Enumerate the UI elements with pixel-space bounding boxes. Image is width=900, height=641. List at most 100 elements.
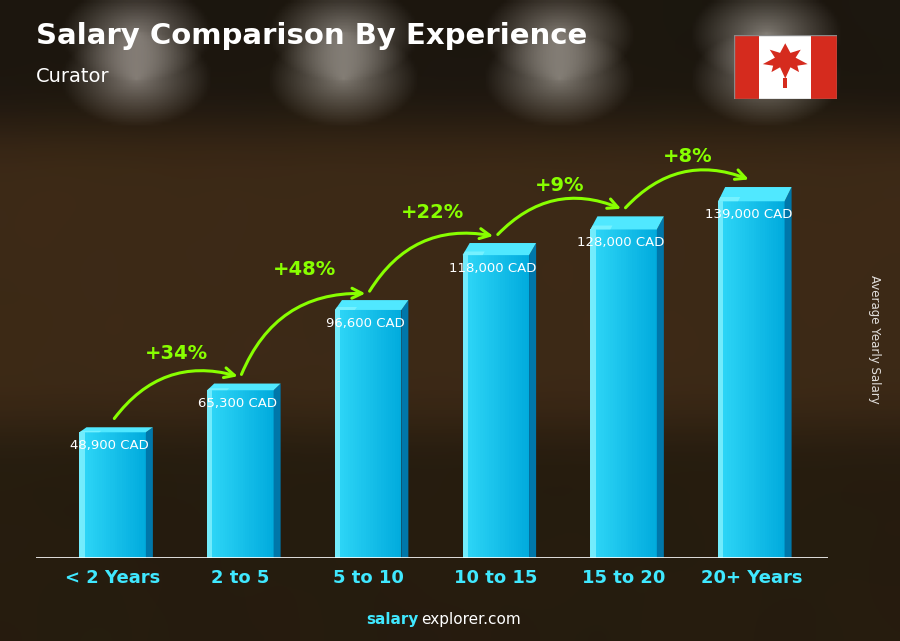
Polygon shape (778, 201, 780, 558)
Polygon shape (500, 255, 502, 558)
Polygon shape (392, 310, 395, 558)
Polygon shape (522, 255, 525, 558)
Polygon shape (718, 197, 740, 201)
Polygon shape (399, 310, 401, 558)
Text: +9%: +9% (535, 176, 584, 196)
Polygon shape (99, 432, 102, 558)
Polygon shape (590, 217, 664, 229)
Polygon shape (597, 229, 599, 558)
Polygon shape (140, 432, 141, 558)
Polygon shape (132, 432, 135, 558)
Polygon shape (141, 432, 144, 558)
Polygon shape (366, 310, 368, 558)
Polygon shape (207, 390, 212, 558)
Polygon shape (126, 432, 128, 558)
Polygon shape (104, 432, 106, 558)
Polygon shape (227, 390, 230, 558)
Polygon shape (344, 310, 346, 558)
Polygon shape (617, 229, 619, 558)
Polygon shape (626, 229, 628, 558)
Polygon shape (256, 390, 258, 558)
Polygon shape (265, 390, 267, 558)
Polygon shape (79, 428, 153, 432)
Text: 128,000 CAD: 128,000 CAD (577, 236, 664, 249)
Polygon shape (231, 390, 234, 558)
Polygon shape (395, 310, 397, 558)
Text: Average Yearly Salary: Average Yearly Salary (868, 276, 881, 404)
Polygon shape (604, 229, 606, 558)
Polygon shape (111, 432, 112, 558)
Polygon shape (473, 255, 476, 558)
Polygon shape (516, 255, 518, 558)
Polygon shape (135, 432, 137, 558)
Polygon shape (374, 310, 377, 558)
Polygon shape (335, 307, 357, 310)
Polygon shape (773, 201, 776, 558)
Text: 118,000 CAD: 118,000 CAD (449, 262, 536, 274)
Polygon shape (732, 201, 733, 558)
Polygon shape (263, 390, 265, 558)
Polygon shape (335, 558, 409, 561)
Polygon shape (130, 432, 132, 558)
Polygon shape (763, 44, 807, 79)
Polygon shape (718, 201, 724, 558)
Polygon shape (639, 229, 642, 558)
Text: explorer.com: explorer.com (421, 612, 521, 627)
Polygon shape (386, 310, 388, 558)
Text: Curator: Curator (36, 67, 110, 87)
Polygon shape (741, 201, 742, 558)
Polygon shape (93, 432, 94, 558)
Polygon shape (254, 390, 256, 558)
Polygon shape (222, 390, 225, 558)
Polygon shape (765, 201, 767, 558)
Polygon shape (487, 255, 490, 558)
Polygon shape (756, 201, 758, 558)
Polygon shape (251, 390, 254, 558)
Polygon shape (240, 390, 243, 558)
Polygon shape (494, 255, 496, 558)
Polygon shape (216, 390, 218, 558)
Polygon shape (736, 201, 738, 558)
Polygon shape (123, 432, 126, 558)
Polygon shape (752, 201, 753, 558)
Polygon shape (724, 201, 727, 558)
Polygon shape (84, 432, 86, 558)
Polygon shape (478, 255, 481, 558)
Polygon shape (86, 432, 88, 558)
Polygon shape (595, 229, 597, 558)
Polygon shape (207, 383, 281, 390)
Polygon shape (267, 390, 269, 558)
Polygon shape (718, 558, 792, 561)
Polygon shape (362, 310, 364, 558)
Polygon shape (518, 255, 520, 558)
Polygon shape (590, 229, 596, 558)
Polygon shape (79, 432, 85, 558)
Polygon shape (260, 390, 263, 558)
Polygon shape (469, 255, 472, 558)
Polygon shape (507, 255, 509, 558)
Polygon shape (463, 558, 536, 561)
Polygon shape (234, 390, 236, 558)
Text: salary: salary (366, 612, 418, 627)
Text: +34%: +34% (145, 344, 208, 363)
Polygon shape (243, 390, 245, 558)
Polygon shape (122, 432, 123, 558)
Text: 65,300 CAD: 65,300 CAD (198, 397, 277, 410)
Text: 48,900 CAD: 48,900 CAD (70, 439, 149, 452)
Polygon shape (760, 201, 762, 558)
Polygon shape (364, 310, 366, 558)
Polygon shape (355, 310, 357, 558)
Polygon shape (112, 432, 115, 558)
Polygon shape (212, 390, 214, 558)
Polygon shape (274, 383, 281, 558)
Polygon shape (529, 243, 536, 558)
Polygon shape (785, 187, 792, 558)
Polygon shape (236, 390, 238, 558)
Polygon shape (727, 201, 729, 558)
Polygon shape (120, 432, 122, 558)
Polygon shape (742, 201, 744, 558)
Polygon shape (723, 201, 724, 558)
Polygon shape (146, 428, 153, 558)
Polygon shape (606, 229, 608, 558)
Polygon shape (619, 229, 621, 558)
